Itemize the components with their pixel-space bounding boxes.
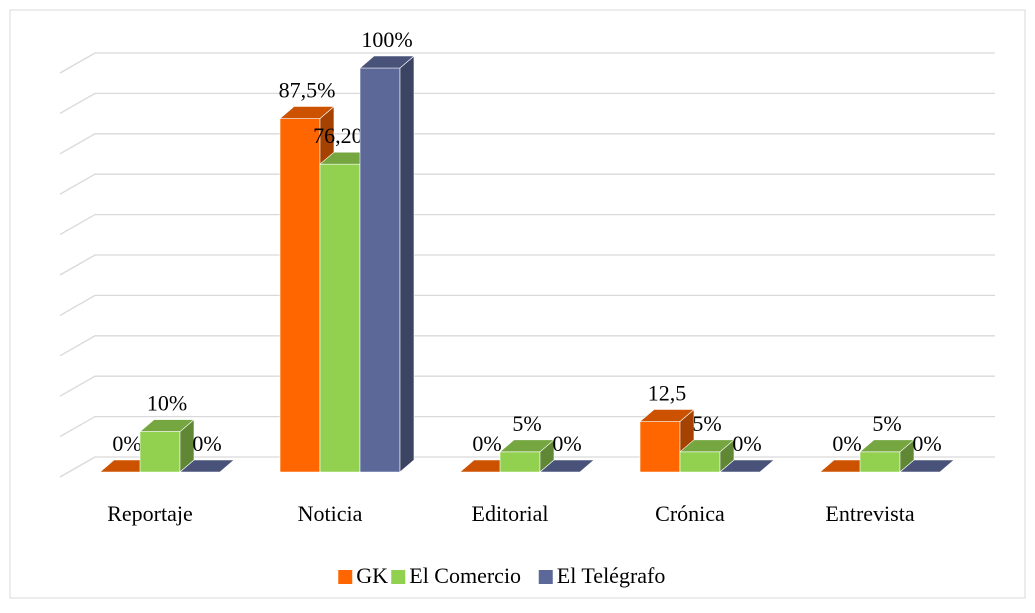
- grid-line: [59, 375, 995, 397]
- grid-line: [59, 335, 995, 357]
- bar-face: [679, 439, 735, 453]
- chart-frame: [9, 9, 1026, 599]
- legend-swatch: [391, 570, 406, 584]
- bar-face: [279, 106, 335, 119]
- data-label: 5%: [692, 411, 721, 436]
- data-label: 0%: [552, 431, 581, 456]
- grid-line: [59, 173, 995, 195]
- grid-line: [59, 415, 995, 438]
- x-tick-label: Crónica: [655, 501, 725, 526]
- bar-face: [639, 421, 681, 473]
- legend-label: GK: [356, 563, 388, 588]
- data-label: 0%: [472, 431, 501, 456]
- bar: [679, 439, 735, 473]
- data-label: 5%: [872, 411, 901, 436]
- legend-label: El Telégrafo: [557, 563, 666, 588]
- data-label: 0%: [112, 431, 141, 456]
- legend-label: El Comercio: [409, 563, 521, 588]
- bar-face: [639, 409, 695, 422]
- bar: [899, 459, 955, 473]
- data-label: 0%: [192, 431, 221, 456]
- x-tick-label: Editorial: [472, 501, 549, 526]
- data-label: 12,5: [648, 381, 687, 406]
- bar: [179, 459, 235, 473]
- bar-face: [399, 55, 415, 473]
- bar: [139, 418, 195, 473]
- grid-line: [59, 133, 995, 155]
- data-label: 0%: [832, 431, 861, 456]
- bar: [719, 459, 775, 473]
- data-label: 5%: [512, 411, 541, 436]
- data-label: 0%: [732, 431, 761, 456]
- legend-swatch: [338, 570, 353, 584]
- x-tick-label: Reportaje: [107, 501, 193, 526]
- grid-line: [59, 213, 995, 236]
- bar: [859, 439, 915, 473]
- grid-line: [59, 294, 995, 316]
- bar-face: [359, 67, 401, 473]
- data-label: 87,5%: [279, 78, 336, 103]
- bar-face: [719, 459, 775, 473]
- bar: [539, 459, 595, 473]
- bar-face: [279, 118, 321, 473]
- legend-swatch: [538, 570, 553, 584]
- bar-face: [319, 163, 361, 473]
- bar-face: [499, 439, 555, 453]
- bar-face: [139, 431, 181, 473]
- bar-face: [859, 451, 901, 473]
- bar-face: [539, 459, 595, 473]
- data-label: 0%: [912, 431, 941, 456]
- x-tick-label: Noticia: [298, 501, 363, 526]
- grid-line: [59, 52, 995, 74]
- bar-face: [359, 55, 415, 69]
- bar: [359, 55, 415, 473]
- grid-line: [59, 92, 995, 114]
- bar-face: [179, 459, 235, 473]
- bar-face: [899, 459, 955, 473]
- bar-face: [139, 419, 195, 432]
- grid-line: [59, 254, 995, 276]
- data-label: 10%: [147, 391, 187, 416]
- data-label: 100%: [361, 27, 412, 52]
- bar: [499, 439, 555, 473]
- x-tick-label: Entrevista: [825, 501, 914, 526]
- bar-face: [679, 451, 721, 473]
- bar-face: [499, 451, 541, 473]
- bar-face: [859, 439, 915, 453]
